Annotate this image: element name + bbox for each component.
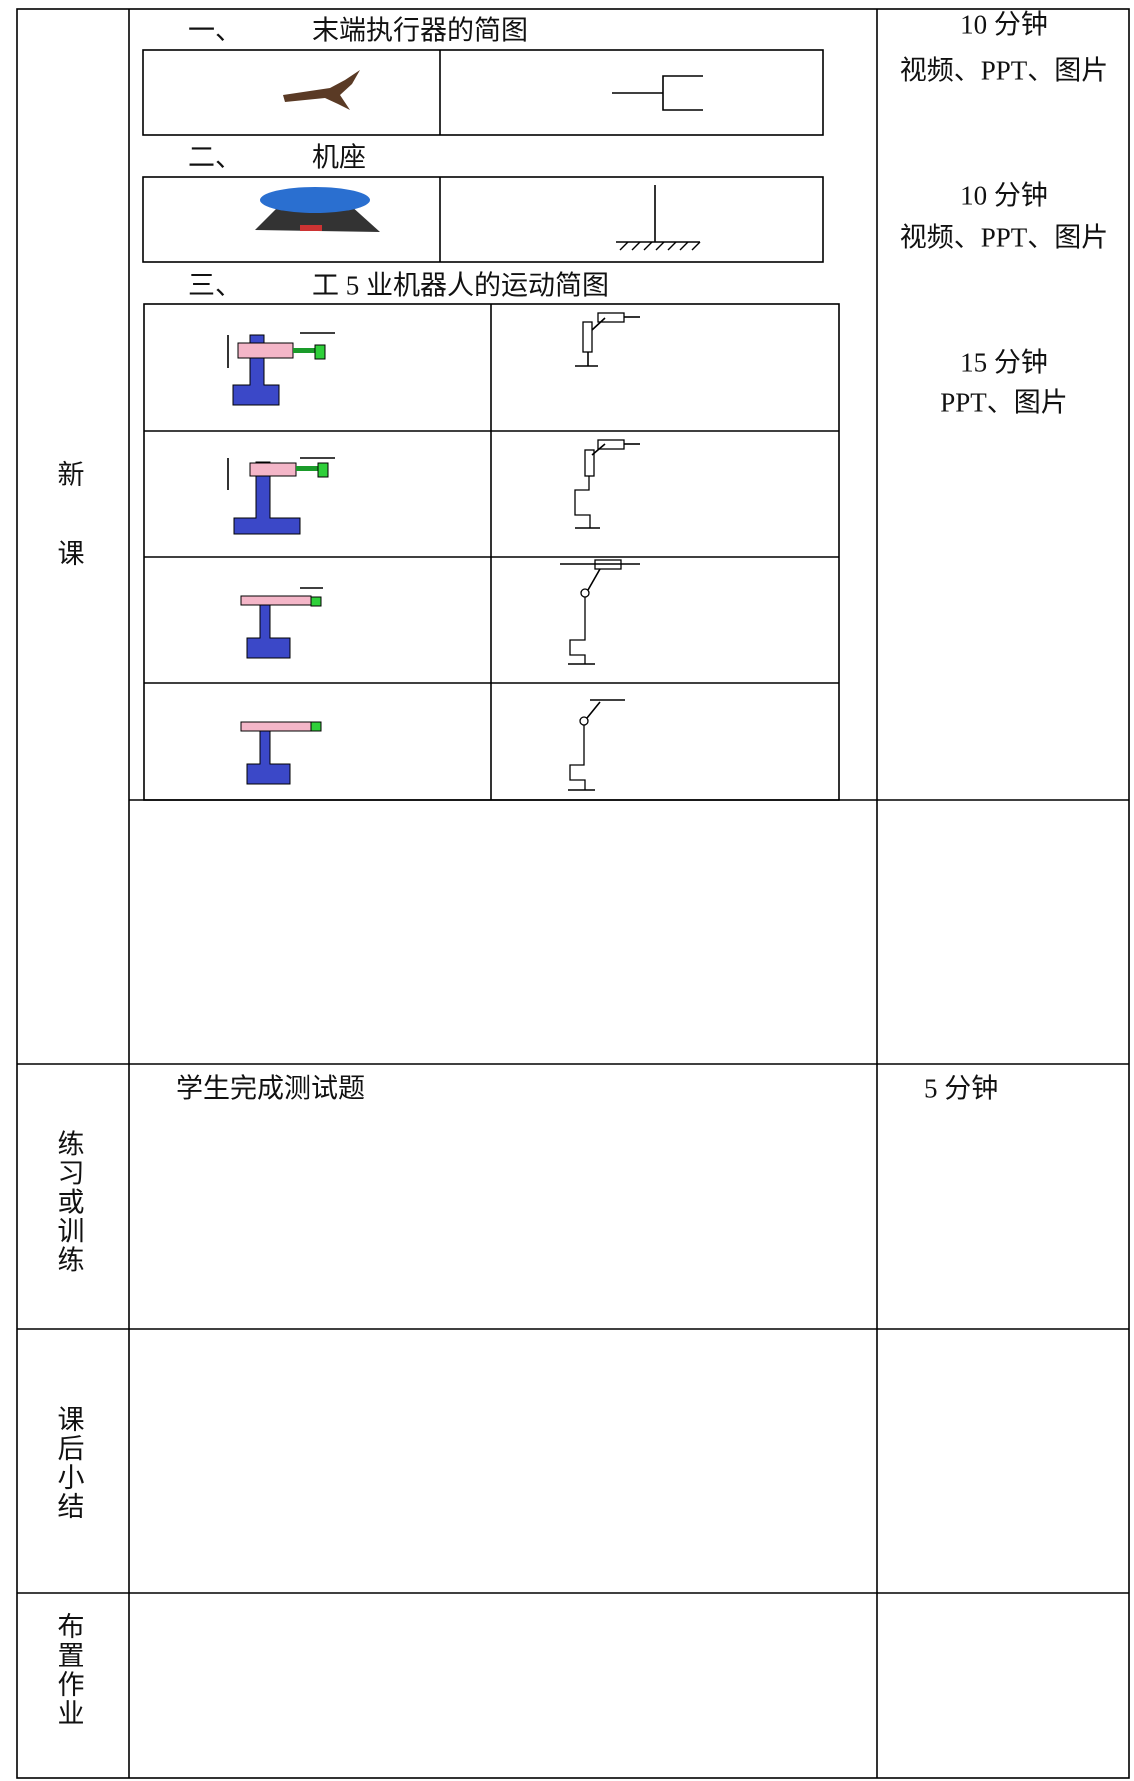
section-content: 学生完成测试题 — [176, 1073, 365, 1104]
heading-title: 工 5 业机器人的运动简图 — [312, 270, 609, 301]
base-symbol — [616, 185, 701, 251]
heading-number: 二、 — [188, 142, 242, 173]
heading-number: 三、 — [188, 270, 242, 301]
media: PPT、图片 — [940, 387, 1068, 418]
section-label: 布置作业 — [53, 1612, 84, 1728]
heading-number: 一、 — [188, 15, 242, 46]
section-label: 练习或训练 — [53, 1129, 84, 1275]
gripper-symbol — [612, 75, 703, 111]
section-label: 新课 — [53, 460, 84, 618]
time: 15 分钟 — [960, 347, 1048, 378]
heading-title: 机座 — [312, 142, 366, 173]
gripper-image — [283, 70, 360, 110]
kinematic-symbols — [560, 312, 640, 791]
time: 10 分钟 — [960, 9, 1048, 40]
time: 10 分钟 — [960, 180, 1048, 211]
robot-images — [227, 332, 335, 785]
section-label: 课后小结 — [53, 1405, 84, 1521]
media: 视频、PPT、图片 — [899, 222, 1109, 253]
media: 视频、PPT、图片 — [899, 55, 1109, 86]
heading-title: 末端执行器的简图 — [312, 15, 528, 46]
base-image — [255, 187, 380, 232]
time: 5 分钟 — [924, 1073, 999, 1104]
